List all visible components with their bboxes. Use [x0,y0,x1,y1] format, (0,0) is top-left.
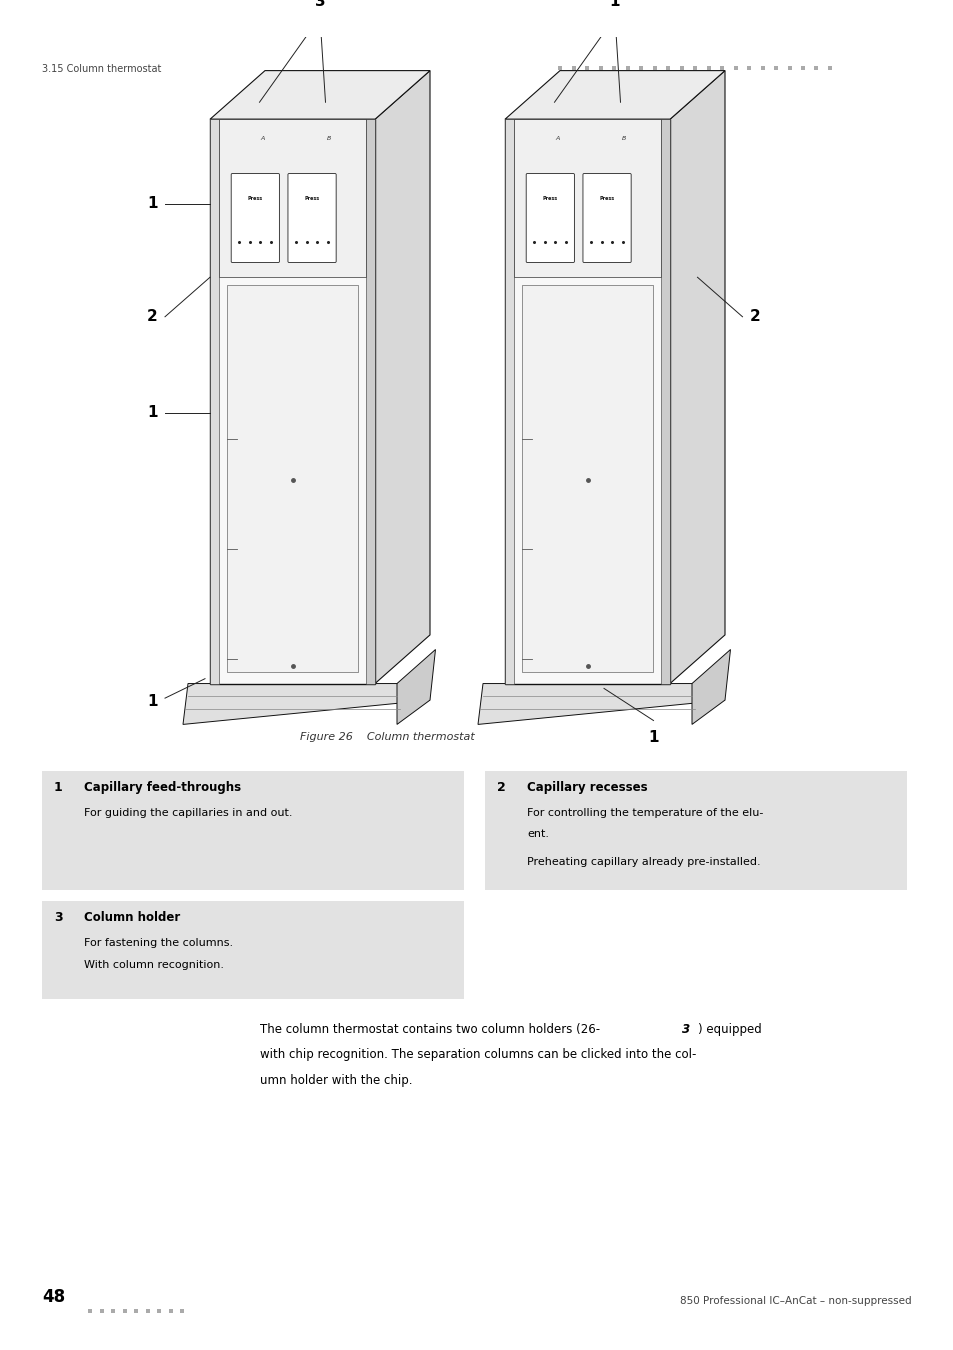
Text: Figure 26    Column thermostat: Figure 26 Column thermostat [299,732,475,742]
Text: Capillary feed-throughs: Capillary feed-throughs [84,780,241,794]
Text: For guiding the capillaries in and out.: For guiding the capillaries in and out. [84,809,293,818]
Text: 3: 3 [314,0,325,9]
Text: A: A [260,136,265,140]
Text: ent.: ent. [526,829,548,840]
Polygon shape [691,649,730,725]
Text: with chip recognition. The separation columns can be clicked into the col-: with chip recognition. The separation co… [260,1049,696,1061]
Text: 3: 3 [681,1023,689,1035]
Text: 1: 1 [148,405,158,420]
Text: Column holder: Column holder [84,911,180,925]
Bar [42,902,463,999]
Bar [484,771,906,890]
Text: 2: 2 [749,309,760,324]
Polygon shape [669,70,724,683]
FancyBboxPatch shape [288,174,335,262]
Text: Press: Press [304,196,319,201]
Text: 2: 2 [497,780,505,794]
FancyBboxPatch shape [526,174,574,262]
Text: B: B [326,136,331,140]
Bar [227,285,357,672]
Text: Preheating capillary already pre-installed.: Preheating capillary already pre-install… [526,857,760,867]
Bar [504,119,669,683]
Text: 1: 1 [148,196,158,212]
Polygon shape [183,683,430,725]
Text: B: B [621,136,625,140]
Text: 850 Professional IC–AnCat – non-suppressed: 850 Professional IC–AnCat – non-suppress… [679,1296,911,1307]
Polygon shape [375,70,430,683]
Bar [660,119,669,683]
Polygon shape [210,70,430,119]
Text: 1: 1 [148,694,158,709]
Polygon shape [504,70,724,119]
Bar [219,119,366,277]
Text: 1: 1 [54,780,63,794]
Text: 3: 3 [54,911,63,925]
Text: For fastening the columns.: For fastening the columns. [84,938,233,949]
Bar [210,119,219,683]
FancyBboxPatch shape [582,174,631,262]
Text: Capillary recesses: Capillary recesses [526,780,647,794]
FancyBboxPatch shape [231,174,279,262]
Text: 2: 2 [147,309,158,324]
Text: 1: 1 [648,730,659,745]
Polygon shape [477,683,724,725]
Text: A: A [555,136,559,140]
Text: The column thermostat contains two column holders (26-: The column thermostat contains two colum… [260,1023,599,1035]
Bar [366,119,375,683]
Text: 1: 1 [609,0,619,9]
Bar [42,771,463,890]
Text: With column recognition.: With column recognition. [84,960,224,969]
Text: Press: Press [248,196,263,201]
Text: Press: Press [598,196,614,201]
Bar [504,119,514,683]
Bar [521,285,652,672]
Polygon shape [396,649,435,725]
Bar [514,119,660,277]
Text: 3.15 Column thermostat: 3.15 Column thermostat [42,63,161,74]
Bar [210,119,375,683]
Text: 48: 48 [42,1288,65,1307]
Text: umn holder with the chip.: umn holder with the chip. [260,1073,412,1087]
Text: ) equipped: ) equipped [698,1023,760,1035]
Text: Press: Press [542,196,558,201]
Text: For controlling the temperature of the elu-: For controlling the temperature of the e… [526,809,762,818]
